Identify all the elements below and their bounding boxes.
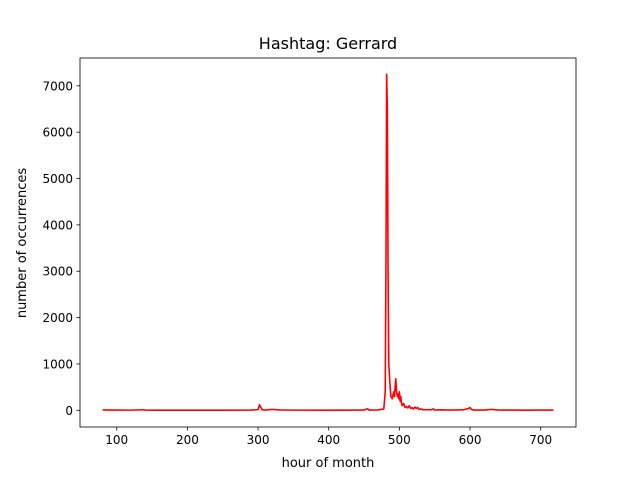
- y-tick-label: 3000: [42, 265, 73, 279]
- x-tick-label: 300: [247, 433, 270, 447]
- y-tick-label: 2000: [42, 311, 73, 325]
- x-tick-label: 600: [459, 433, 482, 447]
- y-tick-label: 7000: [42, 79, 73, 93]
- axis-ticks: 100 200 300 400 500 600 7000100020003000400050…: [42, 79, 552, 447]
- plot-area: [79, 57, 577, 428]
- x-tick-label: 400: [317, 433, 340, 447]
- series-line-0: [102, 73, 554, 411]
- y-tick-label: 4000: [42, 218, 73, 232]
- x-tick-label: 200: [176, 433, 199, 447]
- y-tick-label: 5000: [42, 172, 73, 186]
- plot-frame: [79, 57, 577, 428]
- y-axis-label: number of occurrences: [15, 168, 30, 319]
- y-tick-label: 1000: [42, 357, 73, 371]
- y-tick-label: 6000: [42, 126, 73, 140]
- chart-title: Hashtag: Gerrard: [259, 34, 397, 53]
- y-tick-label: 0: [65, 404, 73, 418]
- x-tick-label: 100: [105, 433, 128, 447]
- x-tick-label: 500: [388, 433, 411, 447]
- x-tick-label: 700: [529, 433, 552, 447]
- x-axis-label: hour of month: [282, 456, 375, 471]
